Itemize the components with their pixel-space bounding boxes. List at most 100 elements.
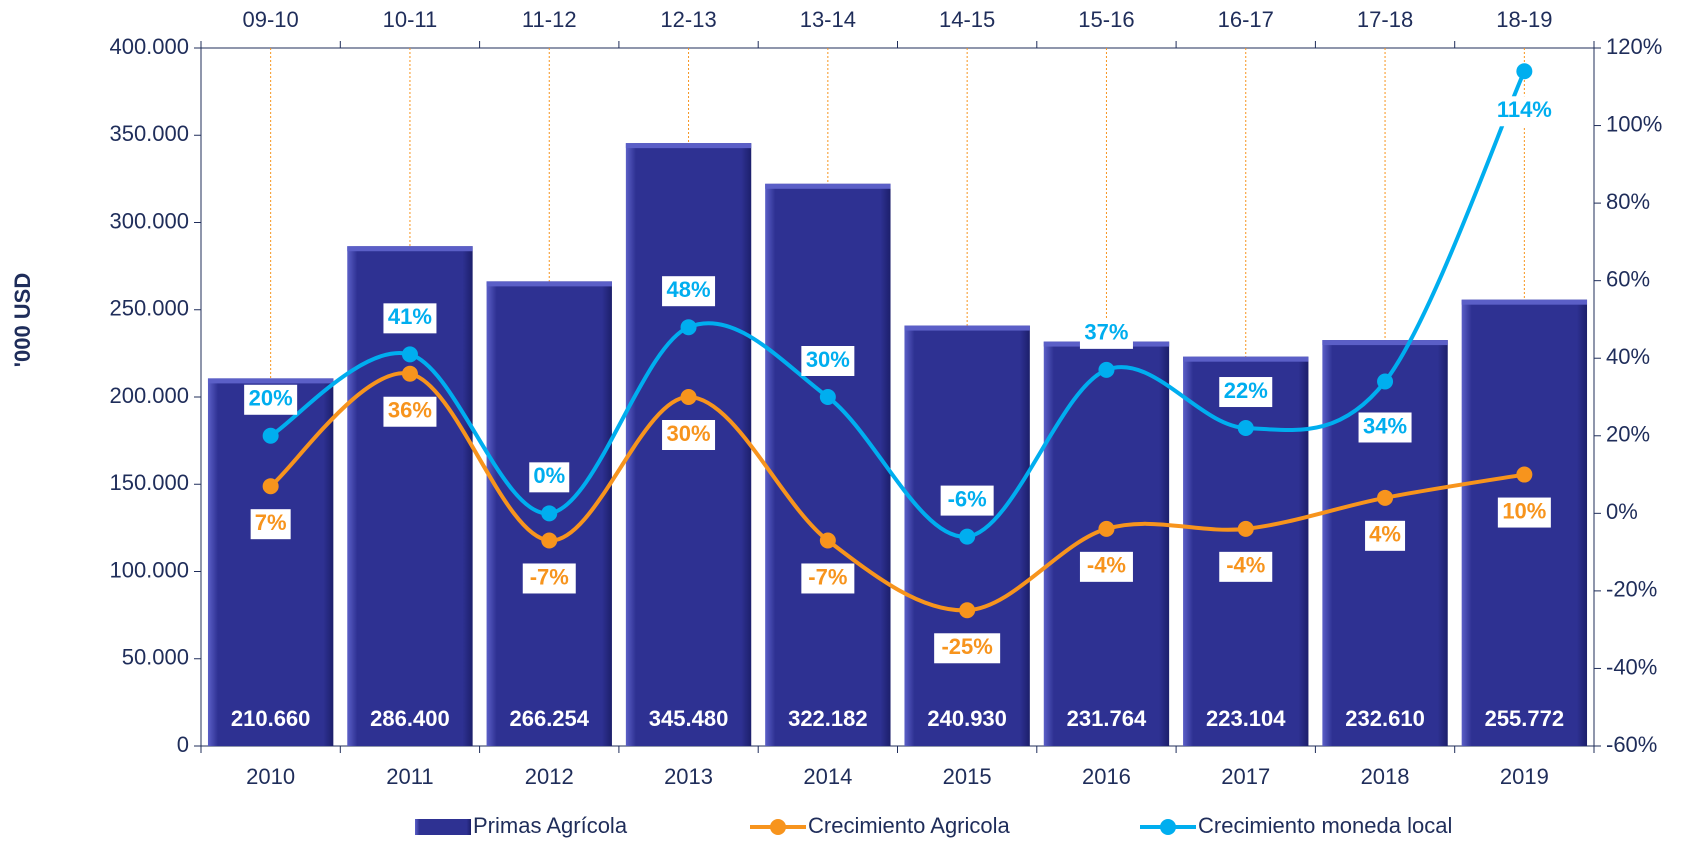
x-tick-label: 2016	[1082, 764, 1131, 789]
bar-top	[1461, 299, 1588, 305]
bar-top	[904, 325, 1030, 331]
label-box	[383, 303, 437, 334]
y-tick-label: 150.000	[109, 470, 189, 495]
y-tick-label: 300.000	[109, 208, 189, 233]
line-value-label: 30%	[806, 347, 850, 372]
bar-value-label: 231.764	[1067, 706, 1147, 731]
line-value-label: 37%	[1084, 320, 1128, 345]
bar-top	[1183, 356, 1309, 362]
label-box	[934, 633, 1001, 664]
x-tick-label: 2015	[943, 764, 992, 789]
y-tick-label: 50.000	[122, 645, 189, 670]
y2-tick-label: 100%	[1606, 111, 1662, 136]
bar-value-label: 223.104	[1206, 706, 1286, 731]
x-tick-label: 2010	[246, 764, 295, 789]
label-box	[662, 276, 716, 307]
line-value-label: 10%	[1502, 498, 1546, 523]
bar-value-label: 255.772	[1485, 706, 1565, 731]
marker	[1516, 63, 1533, 80]
x-tick-label: 2012	[525, 764, 574, 789]
label-box	[1358, 412, 1412, 443]
legend-swatch	[415, 819, 471, 835]
label-box	[801, 563, 855, 594]
marker	[262, 478, 279, 495]
legend-label: Crecimiento moneda local	[1198, 813, 1452, 838]
line-value-label: -4%	[1087, 553, 1126, 578]
legend-marker	[770, 819, 786, 835]
y2-tick-label: 60%	[1606, 266, 1650, 291]
y2-tick-label: 120%	[1606, 34, 1662, 59]
marker	[1516, 466, 1533, 483]
marker	[1377, 489, 1394, 506]
bar-top	[765, 183, 891, 189]
x-tick-label: 2017	[1221, 764, 1270, 789]
y2-tick-label: -60%	[1606, 732, 1657, 757]
label-box	[1219, 551, 1273, 582]
marker	[541, 532, 558, 549]
marker	[680, 389, 697, 405]
marker	[680, 319, 697, 336]
label-box	[1365, 520, 1406, 551]
label-box	[1219, 377, 1273, 408]
marker	[819, 532, 836, 549]
x2-tick-label: 16-17	[1218, 7, 1274, 32]
marker	[541, 505, 558, 522]
bar-value-label: 286.400	[370, 706, 450, 731]
x2-tick-label: 17-18	[1357, 7, 1413, 32]
x2-tick-label: 13-14	[800, 7, 856, 32]
legend-label: Crecimiento Agricola	[808, 813, 1011, 838]
legend-marker	[1160, 819, 1176, 835]
line-value-label: 20%	[249, 386, 293, 411]
bar-value-label: 322.182	[788, 706, 868, 731]
label-box	[1491, 96, 1558, 127]
x-tick-label: 2014	[803, 764, 852, 789]
label-box	[244, 384, 298, 415]
x-tick-label: 2018	[1361, 764, 1410, 789]
marker	[819, 389, 836, 405]
bar-value-label: 232.610	[1345, 706, 1425, 731]
y2-tick-label: 0%	[1606, 499, 1638, 524]
bar-value-label: 240.930	[927, 706, 1007, 731]
y-axis-label: '000 USD	[10, 273, 35, 368]
line-value-label: -7%	[530, 564, 569, 589]
line-value-label: 22%	[1224, 378, 1268, 403]
bar-top	[207, 378, 334, 384]
y-tick-label: 250.000	[109, 296, 189, 321]
legend-label: Primas Agrícola	[473, 813, 628, 838]
marker	[1237, 420, 1254, 437]
line-value-label: -6%	[948, 486, 987, 511]
y2-tick-label: 20%	[1606, 422, 1650, 447]
line	[269, 371, 1525, 613]
y2-tick-label: 40%	[1606, 344, 1650, 369]
y-tick-label: 0	[177, 732, 189, 757]
y-tick-label: 400.000	[109, 34, 189, 59]
y2-tick-label: 80%	[1606, 189, 1650, 214]
label-box	[529, 462, 570, 493]
marker	[1377, 373, 1394, 390]
x2-tick-label: 10-11	[383, 7, 438, 32]
bar-value-label: 345.480	[649, 706, 729, 731]
marker	[959, 528, 976, 545]
marker	[959, 602, 976, 619]
marker	[1098, 520, 1115, 537]
bar	[1043, 341, 1170, 746]
label-box	[940, 485, 994, 516]
line-value-label: -25%	[941, 634, 992, 659]
x2-tick-label: 09-10	[243, 7, 299, 32]
bar-top	[1322, 340, 1448, 346]
x2-tick-label: 15-16	[1078, 7, 1134, 32]
line-value-label: -4%	[1226, 553, 1265, 578]
label-box	[1497, 497, 1551, 528]
x-tick-label: 2011	[386, 764, 433, 789]
label-box	[1079, 318, 1133, 349]
marker	[262, 427, 279, 444]
line-value-label: 30%	[667, 421, 711, 446]
label-box	[801, 346, 855, 376]
line-value-label: 48%	[667, 277, 711, 302]
marker	[1098, 361, 1115, 378]
line-value-label: -7%	[808, 564, 847, 589]
bar-top	[486, 281, 612, 287]
line-value-label: 41%	[388, 304, 432, 329]
marker	[401, 346, 418, 363]
